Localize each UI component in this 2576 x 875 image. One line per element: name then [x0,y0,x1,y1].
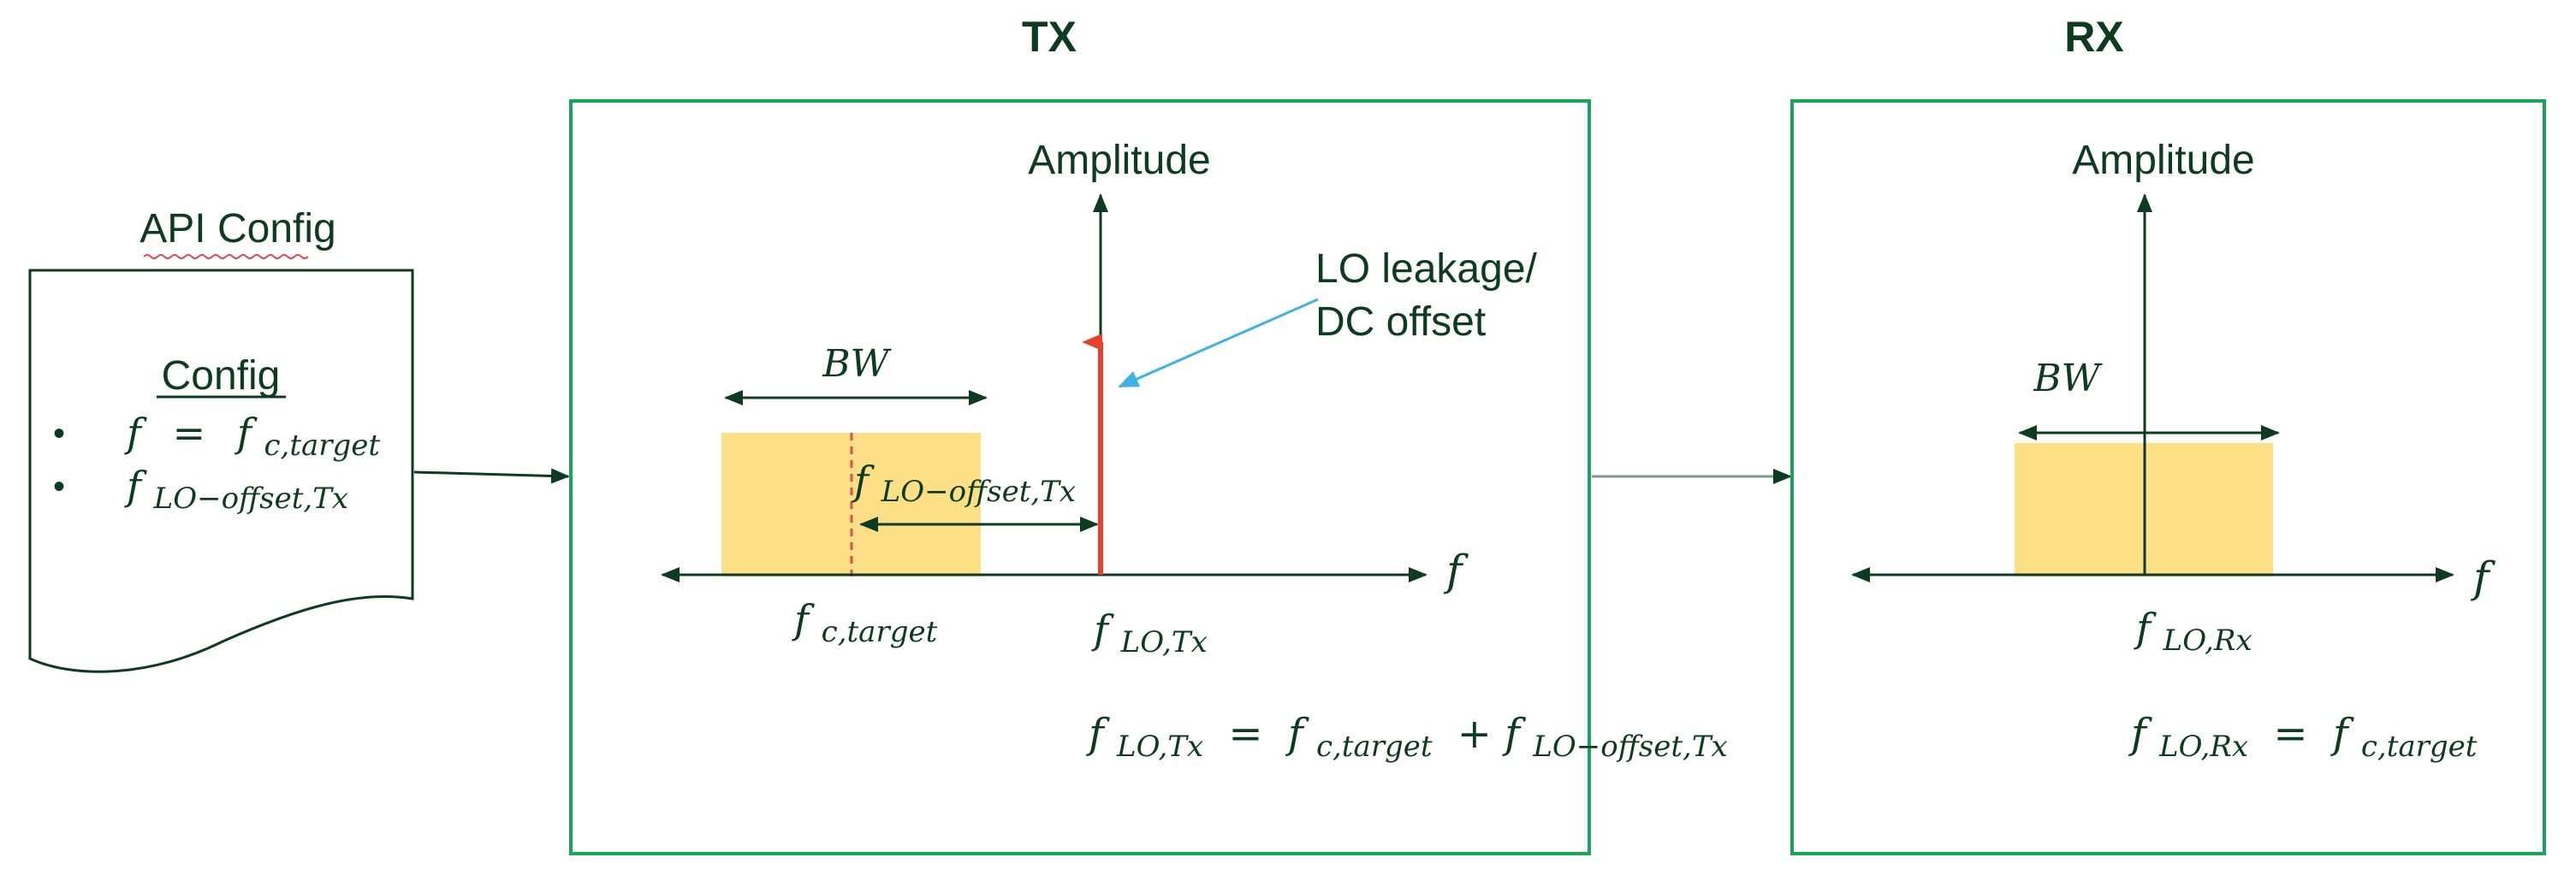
tx-annotation-arrow [1118,298,1319,388]
bullet-1-eq: = [173,410,206,456]
tx-eq-lhs-sub: LO,Tx [1116,730,1203,764]
tx-y-axis-label: Amplitude [1028,138,1210,183]
bullet-2-sub: LO−offset,Tx [153,482,348,516]
tx-annotation-line1: LO leakage/ [1315,246,1538,292]
rx-title: RX [2064,13,2123,61]
tx-title: TX [1022,13,1077,61]
tx-eq-lhs: f [1086,710,1110,758]
rx-eq-equals: = [2273,710,2307,758]
document-shape [28,269,414,673]
tx-eq-t2: f [1502,710,1526,758]
bullet-2-formula: f LO−offset,Tx [124,463,348,516]
bullet-1-lhs: f [124,410,147,456]
tx-frame [569,99,1591,855]
tx-eq-t2-sub: LO−offset,Tx [1532,730,1727,764]
tx-x-axis-label: f [1443,546,1469,595]
api-config-title: API Config [139,206,335,251]
rx-equation: f LO,Rx = f c,target [2128,710,2478,766]
rx-eq-rhs: f [2330,710,2354,758]
rx-lo-main: f [2134,605,2157,651]
bullet-1-symbol: • [53,415,65,452]
tx-target-sub: c,target [822,615,938,649]
rx-bw-label: BW [2033,357,2103,400]
tx-lo-main: f [1091,606,1114,653]
rx-eq-rhs-sub: c,target [2361,730,2478,764]
config-to-tx-arrow [413,468,570,484]
tx-eq-t1: f [1285,710,1309,758]
tx-eq-t1-sub: c,target [1316,730,1433,764]
rx-section: RX Amplitude f BW f LO,Rx f LO,Rx = f c,… [1790,13,2546,855]
tx-bw-label: BW [822,342,892,386]
rx-frame [1790,99,2546,855]
bullet-1-formula: f = f c,target [124,410,380,463]
rx-lo-label: f LO,Rx [2134,605,2253,658]
rx-x-axis-label: f [2470,553,2496,602]
rx-eq-lhs-sub: LO,Rx [2158,730,2248,764]
tx-lo-label: f LO,Tx [1091,606,1208,659]
bullet-2-main: f [124,463,147,509]
api-config-section: API Config Config • f = f c,target • f L… [28,206,570,673]
tx-offset-sub: LO−offset,Tx [881,475,1076,509]
tx-offset-main: f [852,458,875,504]
tx-annotation-line2: DC offset [1315,299,1486,345]
tx-target-main: f [792,596,815,642]
bullet-1-sub: c,target [264,429,380,463]
bullet-1-main: f [234,410,258,456]
tx-eq-equals: = [1228,710,1262,758]
bullet-2-symbol: • [53,468,65,505]
tx-offset-label: f LO−offset,Tx [852,458,1076,509]
tx-lo-sub: LO,Tx [1120,625,1208,659]
api-config-squiggle-underline [143,254,309,259]
tx-section: TX Amplitude f BW f LO−offset,Tx LO leak… [569,13,1728,855]
doc-heading: Config [162,353,281,399]
rx-y-axis-label: Amplitude [2072,138,2254,183]
tx-target-label: f c,target [792,596,938,649]
rx-lo-sub: LO,Rx [2163,624,2253,658]
tx-equation: f LO,Tx = f c,target + f LO−offset,Tx [1086,710,1728,766]
tx-eq-plus: + [1457,710,1492,758]
rx-eq-lhs: f [2128,710,2152,758]
